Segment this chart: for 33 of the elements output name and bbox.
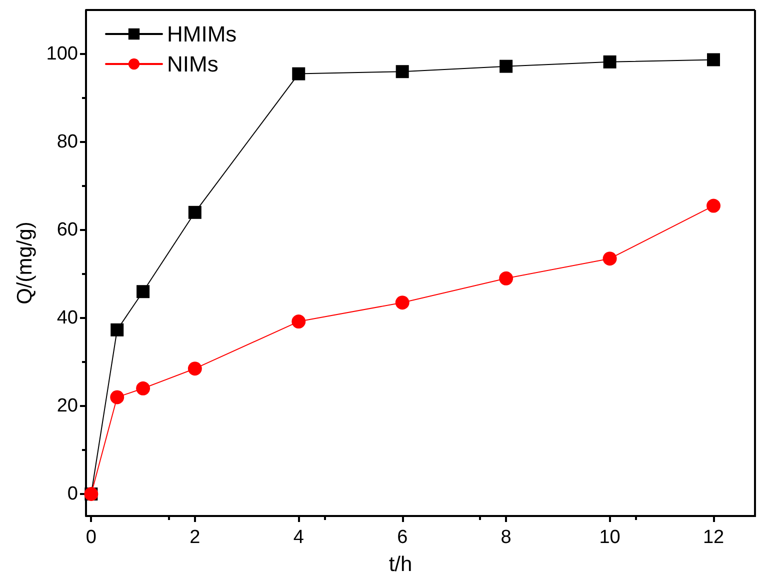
point [499, 271, 514, 286]
point [706, 198, 721, 213]
x-tick-label: 0 [86, 527, 96, 548]
y-tick-label: 100 [46, 44, 78, 64]
point [603, 55, 616, 68]
point [188, 206, 202, 219]
point [110, 323, 124, 336]
y-tick-label: 40 [56, 308, 78, 328]
point [136, 285, 150, 298]
point [707, 53, 720, 66]
y-axis-title: Q/(mg/g) [13, 222, 36, 304]
y-tick-label: 80 [56, 132, 78, 152]
y-tick-label: 0 [67, 484, 78, 504]
point [110, 390, 124, 404]
y-tick-label: 60 [56, 220, 78, 240]
point [292, 67, 306, 80]
legend-label: NIMs [167, 52, 218, 76]
point [396, 65, 409, 78]
point [292, 314, 306, 329]
x-tick-label: 12 [702, 527, 724, 548]
point [188, 362, 202, 376]
x-tick-label: 2 [190, 527, 200, 548]
point [136, 381, 150, 396]
x-tick-label: 10 [599, 527, 620, 548]
legend-label: HMIMs [167, 22, 237, 46]
y-tick-label: 20 [56, 396, 78, 416]
x-tick-label: 8 [500, 527, 512, 548]
x-axis-title: t/h [388, 553, 412, 576]
x-tick-label: 4 [293, 527, 304, 548]
point [602, 252, 617, 266]
point [395, 296, 410, 310]
point [500, 60, 513, 73]
x-tick-label: 6 [397, 527, 408, 548]
